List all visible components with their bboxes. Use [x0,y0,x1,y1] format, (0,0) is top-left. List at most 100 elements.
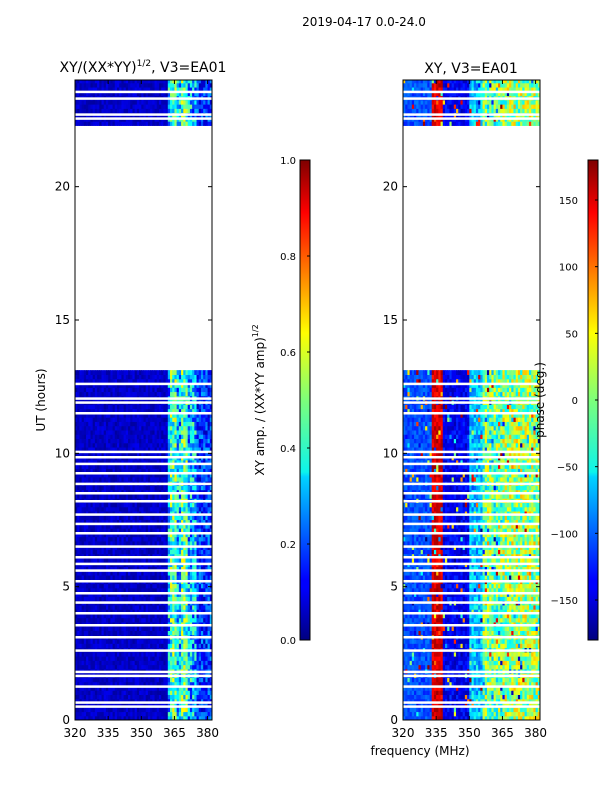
heatmap-cell [167,378,171,384]
heatmap-cell [174,707,178,713]
heatmap-cell [125,434,129,439]
heatmap-cell [176,540,180,546]
heatmap-cell [125,651,129,657]
heatmap-cell [141,660,145,666]
heatmap-cell [143,643,147,649]
heatmap-cell [143,532,147,538]
heatmap-cell [189,698,193,704]
heatmap-cell [198,519,202,525]
heatmap-cell [128,715,131,720]
heatmap-cell [163,421,167,427]
heatmap-cell [167,574,171,580]
heatmap-cell [134,506,138,512]
heatmap-cell [209,651,212,657]
heatmap-cell [143,412,147,418]
heatmap-cell [183,549,187,555]
heatmap-cell [167,408,171,414]
heatmap-cell [156,536,160,542]
heatmap-cell [196,638,200,644]
heatmap-cell [83,664,87,670]
heatmap-cell [94,549,98,555]
heatmap-cell [161,459,164,465]
heatmap-cell [134,604,138,610]
heatmap-cell [125,476,129,482]
heatmap-cell [165,378,169,384]
heatmap-cell [207,574,211,580]
heatmap-cell [161,515,164,521]
heatmap-cell [209,493,212,499]
heatmap-cell [174,519,178,525]
heatmap-cell [158,387,162,393]
heatmap-cell [134,387,138,393]
heatmap-cell [81,532,85,538]
heatmap-cell [103,570,107,576]
heatmap-cell [110,429,114,435]
heatmap-cell [101,391,105,397]
heatmap-cell [103,523,107,529]
heatmap-cell [145,711,149,717]
heatmap-cell [114,468,118,474]
heatmap-cell [158,434,162,439]
heatmap-cell [116,583,120,589]
heatmap-cell [99,472,103,478]
heatmap-cell [92,626,96,631]
heatmap-cell [136,574,140,580]
heatmap-cell [178,698,182,704]
heatmap-cell [200,378,204,384]
heatmap-cell [79,664,83,670]
heatmap-cell [125,417,129,422]
heatmap-cell [209,464,212,469]
heatmap-cell [108,630,111,636]
heatmap-cell [132,643,136,649]
heatmap-cell [136,502,140,508]
heatmap-cell [86,459,89,465]
heatmap-cell [99,626,103,631]
heatmap-cell [158,566,162,572]
heatmap-cell [75,583,78,589]
heatmap-cell [203,656,206,661]
heatmap-cell [110,408,114,414]
heatmap-cell [94,523,98,529]
heatmap-cell [79,438,83,444]
heatmap-cell [176,438,180,444]
heatmap-cell [75,540,78,546]
heatmap-cell [205,574,209,580]
heatmap-cell [90,528,94,533]
heatmap-cell [103,404,107,410]
heatmap-cell [172,566,176,572]
heatmap-cell [147,476,151,482]
heatmap-cell [110,685,114,691]
heatmap-cell [207,638,211,644]
heatmap-cell [174,429,178,435]
heatmap-cell [108,707,111,713]
heatmap-cell [194,532,198,538]
heatmap-cell [172,408,176,414]
heatmap-cell [152,690,156,695]
heatmap-cell [88,472,92,478]
heatmap-cell [103,515,107,521]
heatmap-cell [141,502,145,508]
heatmap-cell [75,609,78,614]
heatmap-cell [97,417,100,422]
heatmap-cell [119,566,123,572]
heatmap-cell [125,382,129,388]
heatmap-cell [178,434,182,439]
heatmap-cell [145,408,149,414]
heatmap-cell [145,451,149,457]
heatmap-cell [83,412,87,418]
heatmap-cell [185,417,189,422]
heatmap-cell [154,417,158,422]
heatmap-cell [105,609,109,614]
heatmap-cell [136,651,140,657]
heatmap-cell [165,574,169,580]
heatmap-cell [97,681,100,687]
heatmap-cell [139,536,142,542]
heatmap-cell [130,583,134,589]
heatmap-cell [194,540,198,546]
heatmap-cell [101,574,105,580]
heatmap-cell [114,442,118,448]
heatmap-cell [158,685,162,691]
heatmap-cell [174,472,178,478]
heatmap-cell [110,446,114,452]
heatmap-cell [108,446,111,452]
